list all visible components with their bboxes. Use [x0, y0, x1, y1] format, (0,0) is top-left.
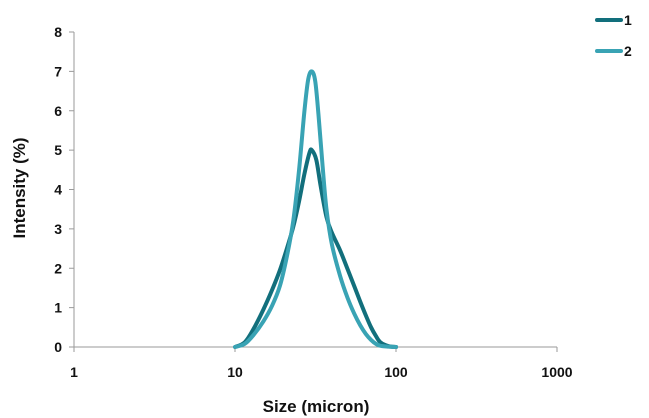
y-tick-label: 2 — [54, 260, 62, 276]
y-tick-label: 1 — [54, 300, 62, 316]
y-axis-title: Intensity (%) — [10, 137, 29, 238]
series-1-line — [233, 147, 398, 349]
x-tick-label: 1000 — [541, 364, 572, 380]
x-tick-label: 10 — [227, 364, 243, 380]
series-layer — [233, 69, 398, 349]
legend-label-2: 2 — [624, 43, 632, 59]
y-tick-label: 7 — [54, 63, 62, 79]
x-tick-label: 100 — [384, 364, 408, 380]
y-tick-label: 3 — [54, 221, 62, 237]
series-2-line — [233, 69, 398, 349]
x-tick-label: 1 — [70, 364, 78, 380]
y-tick-label: 0 — [54, 339, 62, 355]
x-axis-ticks: 1 10 100 1000 — [70, 347, 573, 380]
y-tick-label: 4 — [54, 182, 62, 198]
y-axis-ticks: 0 1 2 3 4 5 6 7 8 — [54, 24, 74, 355]
y-tick-label: 5 — [54, 142, 62, 158]
y-tick-label: 8 — [54, 24, 62, 40]
legend-label-1: 1 — [624, 12, 632, 28]
y-tick-label: 6 — [54, 103, 62, 119]
legend: 12 — [595, 12, 632, 59]
x-axis-title: Size (micron) — [263, 397, 370, 416]
